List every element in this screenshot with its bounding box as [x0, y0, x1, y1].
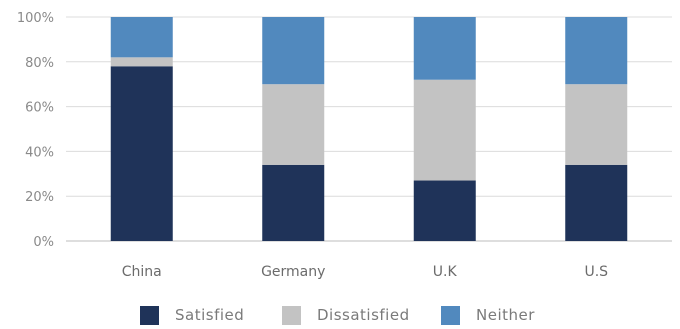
- bar-segment-neither: [413, 17, 476, 80]
- bar-segment-satisfied: [413, 180, 476, 241]
- bar-segment-neither: [262, 17, 325, 85]
- bar-segment-satisfied: [262, 164, 325, 241]
- bar-segment-dissatisfied: [413, 79, 476, 181]
- legend-item-satisfied: Satisfied: [140, 302, 244, 328]
- x-axis-ticks: China Germany U.K U.S: [122, 264, 608, 280]
- legend-item-neither: Neither: [441, 302, 535, 328]
- bar-segment-neither: [565, 17, 628, 85]
- y-tick-label: 40%: [25, 145, 54, 160]
- bar-segment-satisfied: [565, 164, 628, 241]
- legend-swatch-neither: [441, 305, 460, 325]
- x-tick-label: Germany: [261, 264, 325, 280]
- legend-swatch-dissatisfied: [282, 305, 301, 325]
- legend-item-dissatisfied: Dissatisfied: [282, 302, 410, 328]
- bar-segment-dissatisfied: [110, 57, 173, 67]
- x-tick-label: China: [122, 264, 162, 280]
- bar-segment-satisfied: [110, 66, 173, 241]
- x-tick-label: U.S: [584, 264, 608, 280]
- bar-segment-dissatisfied: [262, 84, 325, 165]
- y-axis-ticks: 0% 20% 40% 60% 80% 100%: [17, 11, 54, 250]
- y-tick-label: 20%: [25, 190, 54, 205]
- legend-label-satisfied: Satisfied: [175, 306, 245, 324]
- stacked-bar-chart: 0% 20% 40% 60% 80% 100% China Germany U.K U.S: [17, 11, 672, 280]
- legend-label-dissatisfied: Dissatisfied: [317, 306, 410, 324]
- bar-segment-neither: [110, 17, 173, 58]
- bar-segment-dissatisfied: [565, 84, 628, 165]
- legend: Satisfied Dissatisfied Neither: [0, 302, 680, 328]
- y-tick-label: 80%: [25, 56, 54, 71]
- y-tick-label: 0%: [33, 235, 54, 250]
- y-tick-label: 60%: [25, 101, 54, 116]
- x-tick-label: U.K: [433, 264, 458, 280]
- legend-swatch-satisfied: [140, 305, 159, 325]
- legend-label-neither: Neither: [476, 306, 535, 324]
- y-tick-label: 100%: [17, 11, 54, 26]
- bars: [110, 17, 628, 241]
